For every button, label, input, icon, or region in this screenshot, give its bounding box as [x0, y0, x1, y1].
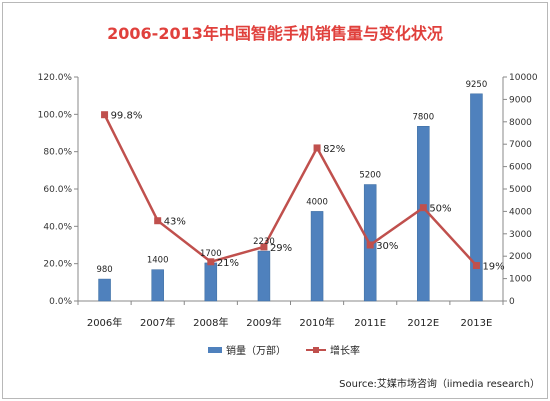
x-axis-tick-label: 2006年 — [87, 316, 122, 329]
chart-title: 2006-2013年中国智能手机销售量与变化状况 — [107, 24, 443, 43]
growth-value-label: 29% — [270, 243, 292, 254]
left-axis-tick-label: 20.0% — [43, 260, 72, 270]
right-axis-tick-label: 0 — [509, 297, 515, 307]
growth-line — [103, 114, 478, 267]
line-point — [366, 241, 374, 249]
bar-value-label: 5200 — [359, 171, 381, 181]
line-point — [313, 144, 321, 152]
line-series — [101, 111, 480, 270]
line-point — [260, 243, 268, 251]
bar — [204, 262, 218, 302]
data-labels: 980 1400 1700 2230 4000 5200 7800 9250 99.8% 43% 2… — [96, 80, 504, 275]
x-axis-tick-label: 2011E — [354, 318, 386, 329]
legend: 销量（万部） 增长率 — [208, 344, 360, 357]
x-axis-tick-label: 2007年 — [140, 316, 175, 329]
chart: 2006-2013年中国智能手机销售量与变化状况 0.0% 20.0% 40.0% 6… — [38, 24, 540, 390]
x-axis-tick-label: 2010年 — [299, 316, 334, 329]
right-axis-tick-label: 1000 — [509, 275, 532, 285]
legend-bar-swatch — [208, 347, 222, 353]
line-point — [101, 111, 109, 119]
x-axis-tick-label: 2013E — [461, 318, 493, 329]
left-axis-tick-label: 100.0% — [38, 110, 73, 120]
bar-value-label: 2230 — [253, 237, 275, 247]
left-axis-tick-label: 40.0% — [43, 222, 72, 232]
bar-value-label: 4000 — [306, 197, 328, 207]
x-axis-tick-label: 2012E — [407, 318, 439, 329]
line-point — [419, 204, 427, 212]
bar — [98, 278, 111, 302]
left-axis-tick-label: 60.0% — [43, 185, 72, 195]
right-axis-tick-label: 3000 — [509, 230, 532, 240]
left-axis-tick-label: 80.0% — [43, 148, 72, 158]
line-point — [154, 217, 162, 225]
growth-value-label: 82% — [323, 144, 345, 155]
left-axis-tick-label: 120.0% — [38, 73, 73, 83]
right-axis-tick-label: 6000 — [509, 163, 532, 173]
bar — [470, 93, 483, 302]
bar-value-label: 1700 — [200, 249, 222, 259]
legend-line-label: 增长率 — [330, 344, 360, 357]
right-axis-tick-label: 9000 — [509, 95, 532, 105]
legend-line-marker — [313, 347, 319, 353]
right-axis-tick-label: 7000 — [509, 140, 532, 150]
growth-value-label: 19% — [482, 262, 504, 273]
bar-value-label: 1400 — [147, 256, 169, 266]
bar-value-label: 9250 — [466, 80, 488, 90]
right-axis-tick-label: 5000 — [509, 185, 532, 195]
bar — [310, 211, 324, 302]
right-axis-tick-label: 2000 — [509, 252, 532, 262]
growth-value-label: 50% — [429, 204, 451, 215]
growth-value-label: 43% — [164, 217, 186, 228]
bar — [257, 250, 271, 302]
growth-value-label: 21% — [217, 258, 239, 269]
bar — [151, 269, 164, 302]
left-axis-tick-label: 0.0% — [49, 297, 72, 307]
bar-value-label: 7800 — [412, 112, 434, 122]
line-point — [207, 258, 215, 266]
right-axis-tick-label: 8000 — [509, 118, 532, 128]
x-axis-tick-label: 2008年 — [193, 316, 228, 329]
x-axis-tick-label: 2009年 — [246, 316, 281, 329]
growth-value-label: 30% — [376, 241, 398, 252]
growth-value-label: 99.8% — [111, 111, 143, 122]
line-point — [472, 262, 480, 270]
axes: 0.0% 20.0% 40.0% 60.0% 80.0% 100.0% 120.0% 0 100… — [38, 73, 538, 329]
right-axis-tick-label: 10000 — [509, 73, 538, 83]
source-note: Source:艾媒市场咨询（iimedia research） — [339, 377, 540, 390]
legend-bar-label: 销量（万部） — [226, 344, 286, 357]
right-axis-tick-label: 4000 — [509, 207, 532, 217]
bar-value-label: 980 — [96, 265, 112, 275]
